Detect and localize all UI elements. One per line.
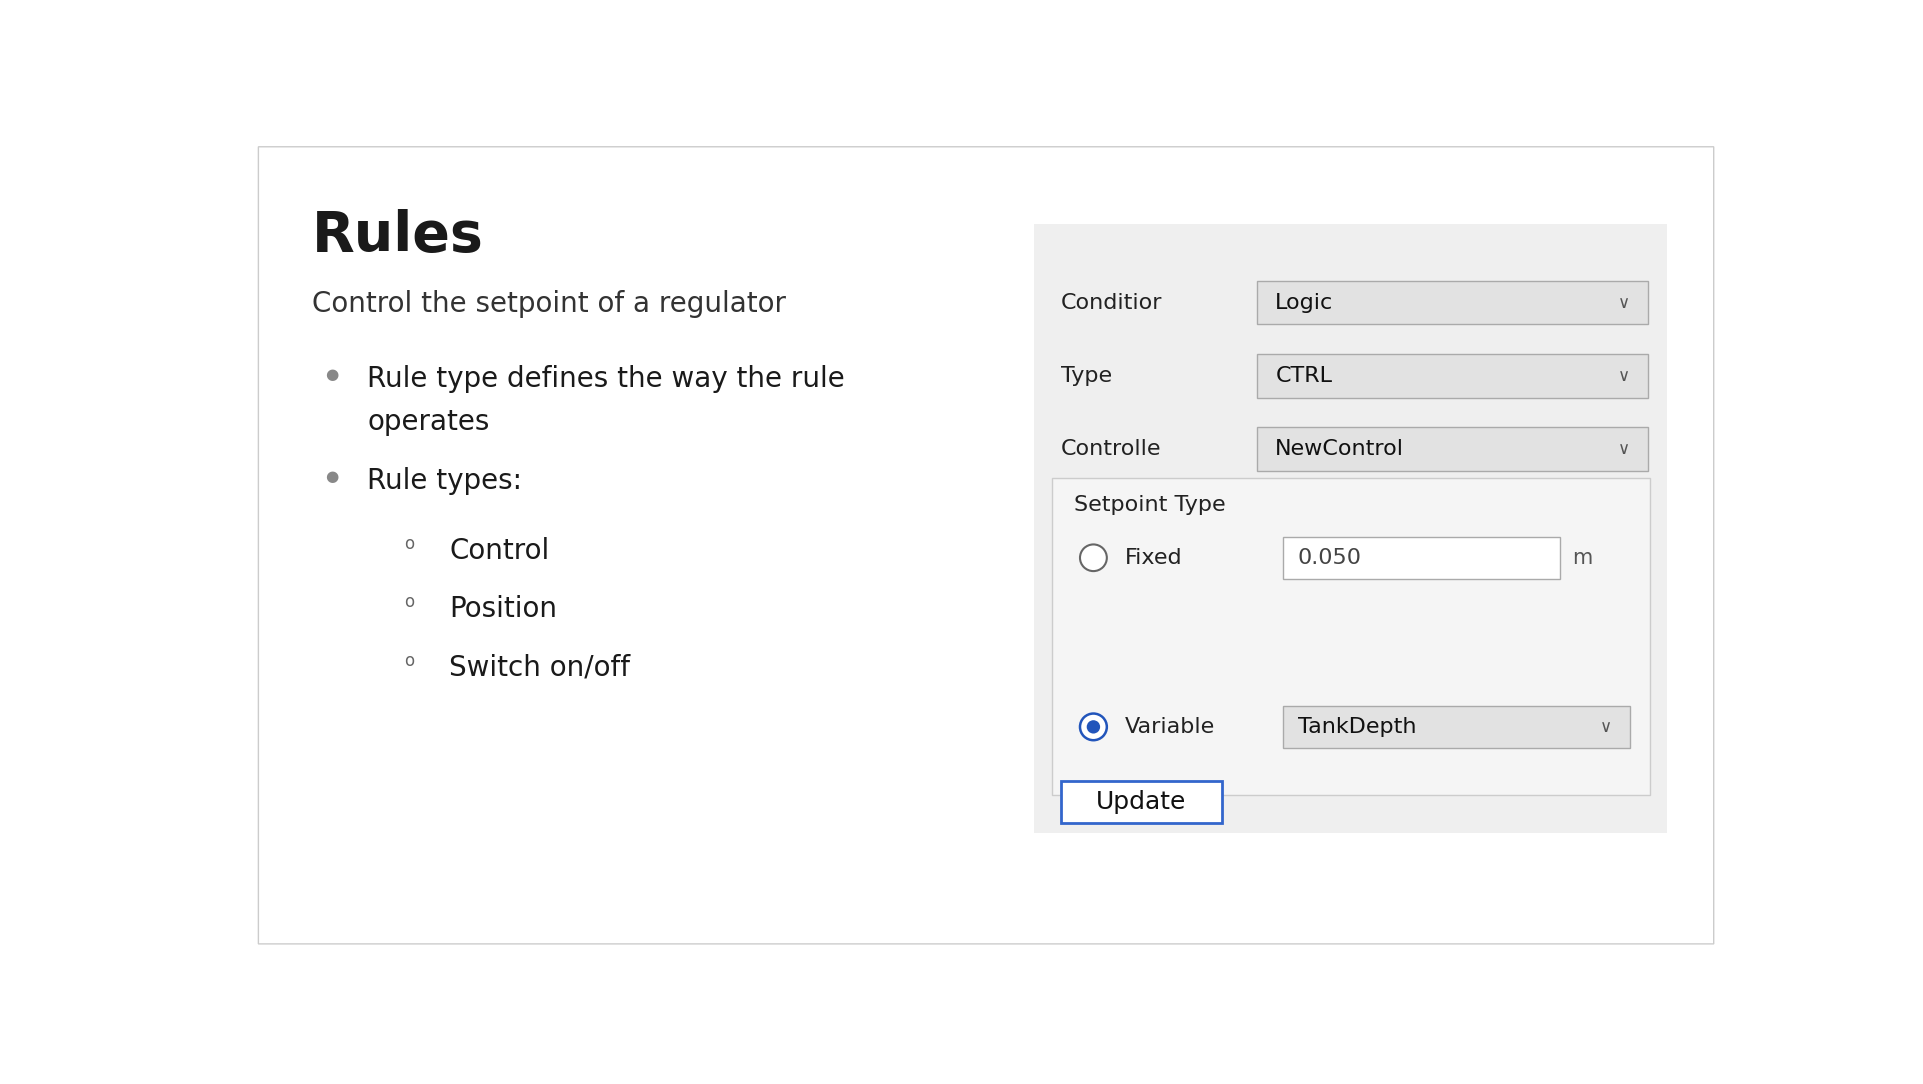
Text: Conditior: Conditior xyxy=(1060,293,1161,313)
Text: Rules: Rules xyxy=(312,209,485,263)
Text: operates: operates xyxy=(367,408,488,436)
Text: m: m xyxy=(1571,547,1592,568)
Text: Position: Position xyxy=(450,595,558,623)
Text: ∨: ∨ xyxy=(1617,440,1629,459)
Text: Logic: Logic xyxy=(1275,293,1333,313)
Bar xyxy=(1060,782,1221,823)
Text: Rule types:: Rule types: xyxy=(367,467,521,495)
Text: ●: ● xyxy=(325,367,338,383)
Text: NewControl: NewControl xyxy=(1275,439,1404,459)
Ellipse shape xyxy=(1086,720,1100,734)
Text: ∨: ∨ xyxy=(1600,718,1611,736)
FancyBboxPatch shape xyxy=(258,146,1713,944)
Text: Type: Type xyxy=(1060,366,1111,386)
Text: Variable: Variable xyxy=(1125,717,1213,737)
Text: Setpoint Type: Setpoint Type xyxy=(1073,495,1225,515)
Text: o: o xyxy=(404,651,415,670)
Bar xyxy=(1258,281,1648,324)
Text: CTRL: CTRL xyxy=(1275,366,1331,386)
Ellipse shape xyxy=(1079,544,1106,571)
Ellipse shape xyxy=(1079,713,1106,740)
Text: o: o xyxy=(404,593,415,611)
Bar xyxy=(1283,537,1560,579)
Bar xyxy=(1052,478,1648,796)
Bar xyxy=(1033,223,1667,833)
Text: Control: Control xyxy=(450,537,550,565)
Text: Control the setpoint of a regulator: Control the setpoint of a regulator xyxy=(312,291,787,319)
Bar xyxy=(1258,354,1648,398)
Text: Controlle: Controlle xyxy=(1060,439,1160,459)
Bar xyxy=(1258,427,1648,470)
Bar xyxy=(1283,706,1629,748)
Text: Rule type defines the way the rule: Rule type defines the way the rule xyxy=(367,365,844,393)
Text: TankDepth: TankDepth xyxy=(1296,717,1415,737)
Text: Fixed: Fixed xyxy=(1125,547,1183,568)
Text: ∨: ∨ xyxy=(1617,294,1629,312)
Text: o: o xyxy=(404,534,415,553)
Text: Update: Update xyxy=(1096,790,1186,814)
Text: ∨: ∨ xyxy=(1617,366,1629,385)
Text: ●: ● xyxy=(325,469,338,483)
Text: 0.050: 0.050 xyxy=(1296,547,1361,568)
Text: Switch on/off: Switch on/off xyxy=(450,654,631,682)
